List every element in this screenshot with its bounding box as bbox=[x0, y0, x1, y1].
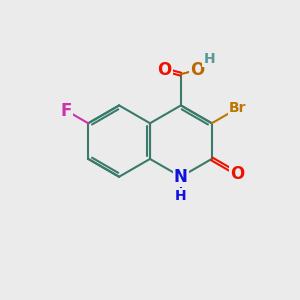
Text: O: O bbox=[230, 165, 244, 183]
Text: Br: Br bbox=[229, 101, 246, 116]
Text: N: N bbox=[174, 168, 188, 186]
Text: F: F bbox=[61, 102, 72, 120]
Text: O: O bbox=[158, 61, 172, 79]
Text: H: H bbox=[203, 52, 215, 66]
Text: O: O bbox=[190, 61, 204, 79]
Text: H: H bbox=[175, 189, 187, 203]
